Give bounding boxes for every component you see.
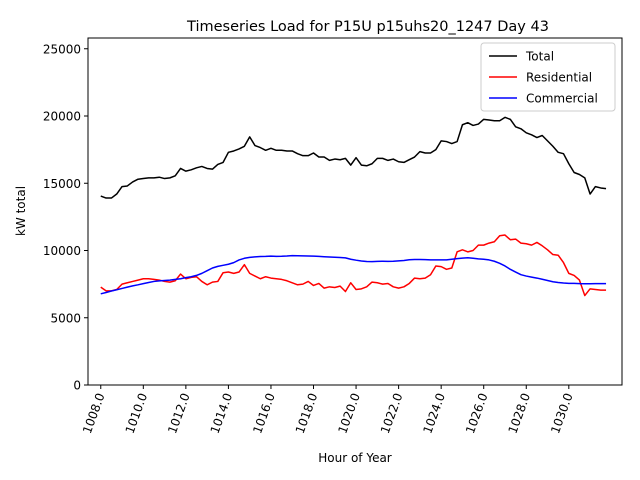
legend-label-residential: Residential [526, 71, 592, 85]
legend-label-total: Total [525, 50, 554, 64]
series-layer [100, 116, 607, 297]
series-line-commercial [100, 254, 607, 295]
legend: Total Residential Commercial [480, 42, 616, 112]
y-axis: 0 5000 10000 15000 20000 25000 [43, 42, 88, 393]
x-axis-label: Hour of Year [318, 451, 392, 465]
y-tick-label: 5000 [50, 311, 81, 325]
series-line-total [100, 116, 607, 199]
axes-frame [87, 37, 623, 386]
legend-box [480, 42, 616, 112]
y-tick-label: 0 [73, 379, 81, 393]
y-tick-label: 25000 [43, 42, 81, 56]
y-tick-label: 20000 [43, 110, 81, 124]
y-tick-label: 10000 [43, 244, 81, 258]
y-tick-label: 15000 [43, 177, 81, 191]
y-axis-label: kW total [14, 186, 28, 236]
legend-label-commercial: Commercial [526, 92, 598, 106]
chart-title: Timeseries Load for P15U p15uhs20_1247 D… [186, 19, 549, 35]
